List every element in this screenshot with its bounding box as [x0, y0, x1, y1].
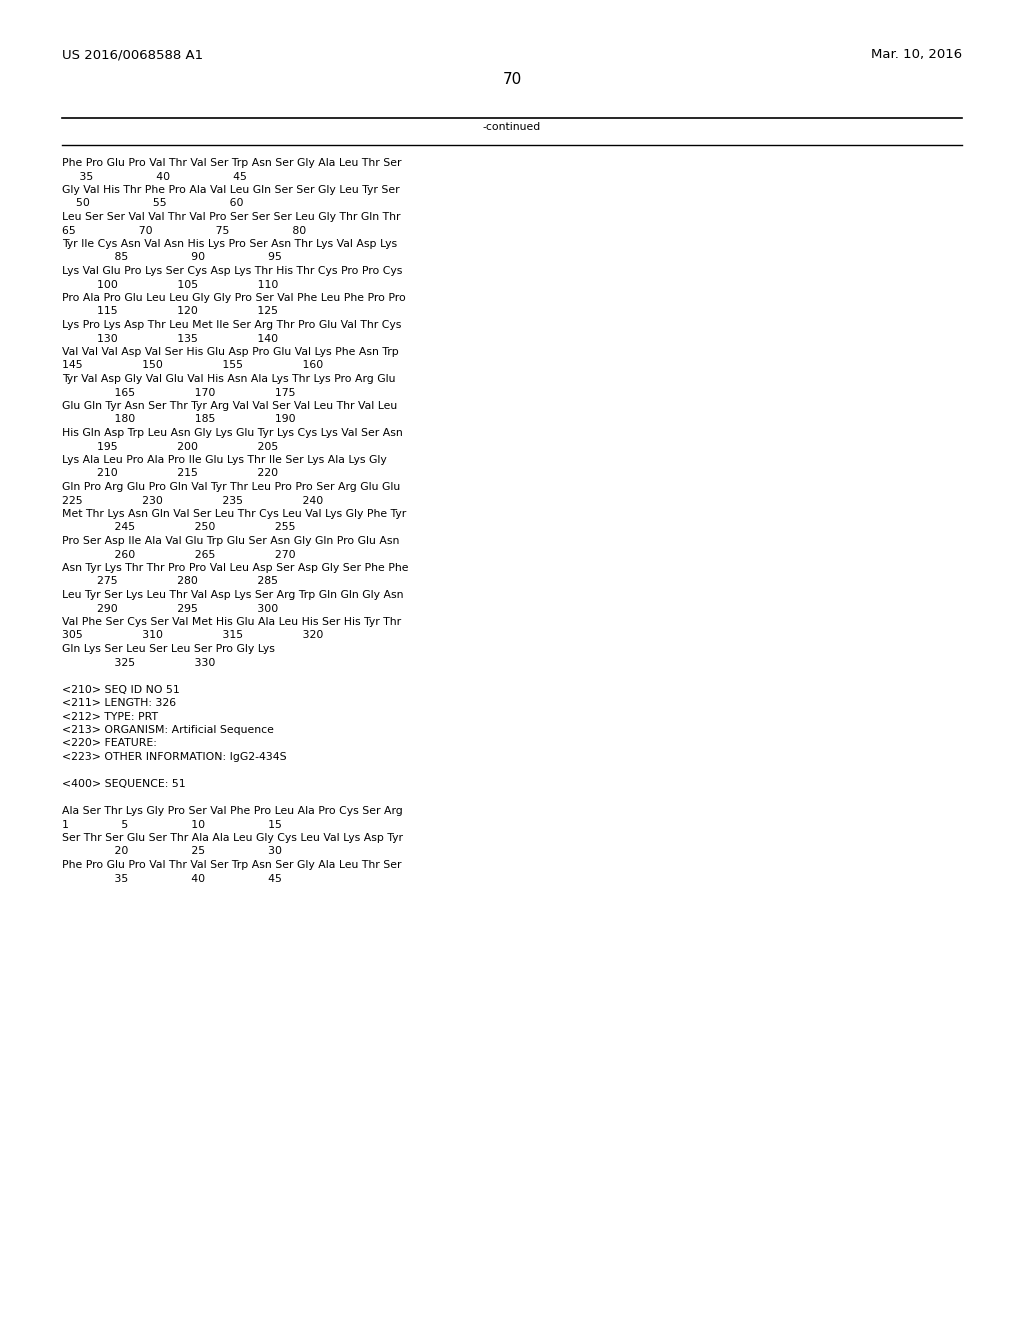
Text: Asn Tyr Lys Thr Thr Pro Pro Val Leu Asp Ser Asp Gly Ser Phe Phe: Asn Tyr Lys Thr Thr Pro Pro Val Leu Asp … [62, 564, 409, 573]
Text: <211> LENGTH: 326: <211> LENGTH: 326 [62, 698, 176, 708]
Text: 100                 105                 110: 100 105 110 [62, 280, 279, 289]
Text: Val Phe Ser Cys Ser Val Met His Glu Ala Leu His Ser His Tyr Thr: Val Phe Ser Cys Ser Val Met His Glu Ala … [62, 616, 401, 627]
Text: Ala Ser Thr Lys Gly Pro Ser Val Phe Pro Leu Ala Pro Cys Ser Arg: Ala Ser Thr Lys Gly Pro Ser Val Phe Pro … [62, 807, 402, 816]
Text: Lys Pro Lys Asp Thr Leu Met Ile Ser Arg Thr Pro Glu Val Thr Cys: Lys Pro Lys Asp Thr Leu Met Ile Ser Arg … [62, 319, 401, 330]
Text: Tyr Val Asp Gly Val Glu Val His Asn Ala Lys Thr Lys Pro Arg Glu: Tyr Val Asp Gly Val Glu Val His Asn Ala … [62, 374, 395, 384]
Text: 260                 265                 270: 260 265 270 [62, 549, 296, 560]
Text: 130                 135                 140: 130 135 140 [62, 334, 279, 343]
Text: <223> OTHER INFORMATION: IgG2-434S: <223> OTHER INFORMATION: IgG2-434S [62, 752, 287, 762]
Text: Pro Ala Pro Glu Leu Leu Gly Gly Pro Ser Val Phe Leu Phe Pro Pro: Pro Ala Pro Glu Leu Leu Gly Gly Pro Ser … [62, 293, 406, 304]
Text: 65                  70                  75                  80: 65 70 75 80 [62, 226, 306, 235]
Text: Lys Val Glu Pro Lys Ser Cys Asp Lys Thr His Thr Cys Pro Pro Cys: Lys Val Glu Pro Lys Ser Cys Asp Lys Thr … [62, 267, 402, 276]
Text: Leu Tyr Ser Lys Leu Thr Val Asp Lys Ser Arg Trp Gln Gln Gly Asn: Leu Tyr Ser Lys Leu Thr Val Asp Lys Ser … [62, 590, 403, 601]
Text: 275                 280                 285: 275 280 285 [62, 577, 278, 586]
Text: 115                 120                 125: 115 120 125 [62, 306, 278, 317]
Text: <400> SEQUENCE: 51: <400> SEQUENCE: 51 [62, 779, 185, 789]
Text: 225                 230                 235                 240: 225 230 235 240 [62, 495, 324, 506]
Text: Tyr Ile Cys Asn Val Asn His Lys Pro Ser Asn Thr Lys Val Asp Lys: Tyr Ile Cys Asn Val Asn His Lys Pro Ser … [62, 239, 397, 249]
Text: 50                  55                  60: 50 55 60 [62, 198, 244, 209]
Text: 305                 310                 315                 320: 305 310 315 320 [62, 631, 324, 640]
Text: Glu Gln Tyr Asn Ser Thr Tyr Arg Val Val Ser Val Leu Thr Val Leu: Glu Gln Tyr Asn Ser Thr Tyr Arg Val Val … [62, 401, 397, 411]
Text: 210                 215                 220: 210 215 220 [62, 469, 279, 479]
Text: 35                  40                  45: 35 40 45 [62, 874, 282, 883]
Text: His Gln Asp Trp Leu Asn Gly Lys Glu Tyr Lys Cys Lys Val Ser Asn: His Gln Asp Trp Leu Asn Gly Lys Glu Tyr … [62, 428, 402, 438]
Text: <210> SEQ ID NO 51: <210> SEQ ID NO 51 [62, 685, 180, 694]
Text: 290                 295                 300: 290 295 300 [62, 603, 279, 614]
Text: Phe Pro Glu Pro Val Thr Val Ser Trp Asn Ser Gly Ala Leu Thr Ser: Phe Pro Glu Pro Val Thr Val Ser Trp Asn … [62, 861, 401, 870]
Text: 70: 70 [503, 73, 521, 87]
Text: 35                  40                  45: 35 40 45 [62, 172, 247, 181]
Text: 165                 170                 175: 165 170 175 [62, 388, 296, 397]
Text: 195                 200                 205: 195 200 205 [62, 441, 279, 451]
Text: Leu Ser Ser Val Val Thr Val Pro Ser Ser Ser Leu Gly Thr Gln Thr: Leu Ser Ser Val Val Thr Val Pro Ser Ser … [62, 213, 400, 222]
Text: 20                  25                  30: 20 25 30 [62, 846, 282, 857]
Text: <212> TYPE: PRT: <212> TYPE: PRT [62, 711, 158, 722]
Text: <220> FEATURE:: <220> FEATURE: [62, 738, 157, 748]
Text: Met Thr Lys Asn Gln Val Ser Leu Thr Cys Leu Val Lys Gly Phe Tyr: Met Thr Lys Asn Gln Val Ser Leu Thr Cys … [62, 510, 407, 519]
Text: Phe Pro Glu Pro Val Thr Val Ser Trp Asn Ser Gly Ala Leu Thr Ser: Phe Pro Glu Pro Val Thr Val Ser Trp Asn … [62, 158, 401, 168]
Text: Pro Ser Asp Ile Ala Val Glu Trp Glu Ser Asn Gly Gln Pro Glu Asn: Pro Ser Asp Ile Ala Val Glu Trp Glu Ser … [62, 536, 399, 546]
Text: Gln Pro Arg Glu Pro Gln Val Tyr Thr Leu Pro Pro Ser Arg Glu Glu: Gln Pro Arg Glu Pro Gln Val Tyr Thr Leu … [62, 482, 400, 492]
Text: -continued: -continued [483, 121, 541, 132]
Text: 145                 150                 155                 160: 145 150 155 160 [62, 360, 324, 371]
Text: Val Val Val Asp Val Ser His Glu Asp Pro Glu Val Lys Phe Asn Trp: Val Val Val Asp Val Ser His Glu Asp Pro … [62, 347, 398, 356]
Text: Gln Lys Ser Leu Ser Leu Ser Pro Gly Lys: Gln Lys Ser Leu Ser Leu Ser Pro Gly Lys [62, 644, 274, 653]
Text: Ser Thr Ser Glu Ser Thr Ala Ala Leu Gly Cys Leu Val Lys Asp Tyr: Ser Thr Ser Glu Ser Thr Ala Ala Leu Gly … [62, 833, 403, 843]
Text: 325                 330: 325 330 [62, 657, 215, 668]
Text: <213> ORGANISM: Artificial Sequence: <213> ORGANISM: Artificial Sequence [62, 725, 273, 735]
Text: 245                 250                 255: 245 250 255 [62, 523, 296, 532]
Text: Mar. 10, 2016: Mar. 10, 2016 [870, 48, 962, 61]
Text: Gly Val His Thr Phe Pro Ala Val Leu Gln Ser Ser Gly Leu Tyr Ser: Gly Val His Thr Phe Pro Ala Val Leu Gln … [62, 185, 399, 195]
Text: US 2016/0068588 A1: US 2016/0068588 A1 [62, 48, 203, 61]
Text: 180                 185                 190: 180 185 190 [62, 414, 296, 425]
Text: 1               5                  10                  15: 1 5 10 15 [62, 820, 282, 829]
Text: 85                  90                  95: 85 90 95 [62, 252, 282, 263]
Text: Lys Ala Leu Pro Ala Pro Ile Glu Lys Thr Ile Ser Lys Ala Lys Gly: Lys Ala Leu Pro Ala Pro Ile Glu Lys Thr … [62, 455, 387, 465]
